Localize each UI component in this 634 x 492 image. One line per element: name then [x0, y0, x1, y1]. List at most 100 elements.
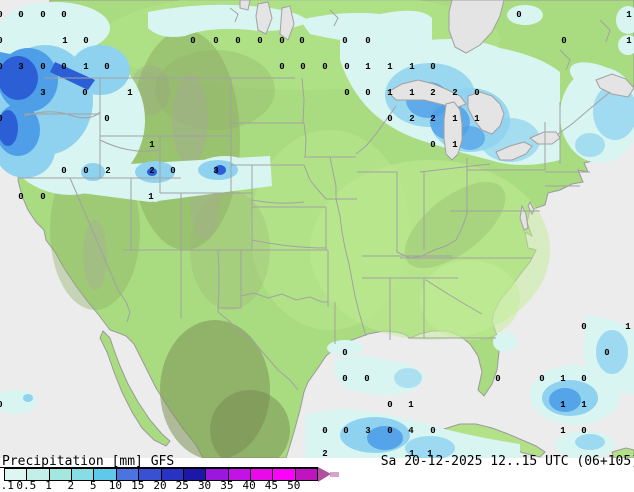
colorbar-arrow-tail	[330, 472, 339, 477]
precip-value: 0	[516, 10, 521, 20]
precip-value: 0	[61, 10, 66, 20]
precip-value: 1	[452, 114, 458, 124]
precip-value: 0	[430, 62, 435, 72]
colorbar-tick-2: 2	[67, 479, 75, 492]
lake-michigan	[443, 101, 463, 161]
precip-value: 0	[474, 88, 479, 98]
precip-value: 0	[561, 36, 566, 46]
precip-value: 0	[82, 88, 87, 98]
precip-value: 0	[0, 62, 3, 72]
precip-value: 0	[83, 166, 88, 176]
precip-value: 0	[61, 166, 66, 176]
precip-value: 3	[213, 166, 218, 176]
precip-value: 0	[322, 426, 327, 436]
precip-value: 0	[40, 10, 45, 20]
precip-value: 0	[387, 114, 392, 124]
precip-value: 0	[430, 140, 435, 150]
colorbar-tick-35: 35	[220, 479, 234, 492]
precip-value: 0	[257, 36, 262, 46]
baja-california	[99, 330, 171, 447]
precip-value: 1	[560, 426, 566, 436]
precip-value: 2	[430, 114, 435, 124]
precip-value: 1	[452, 140, 458, 150]
legend: Precipitation [mm] GFS 0.10.512510152025…	[0, 453, 634, 492]
colorbar-tick-20: 20	[153, 479, 167, 492]
hispaniola	[611, 447, 634, 458]
precip-value: 0	[495, 374, 500, 384]
precip-value: 0	[364, 374, 369, 384]
chesapeake-bay	[519, 200, 535, 231]
precip-value: 1	[83, 62, 89, 72]
colorbar-segment-13	[295, 469, 318, 480]
precip-value: 0	[581, 426, 586, 436]
precip-value: 1	[626, 10, 632, 20]
precip-value: 0	[61, 62, 66, 72]
forecast-datetime: Sa 20-12-2025 12..15 UTC (06+105)	[380, 454, 634, 469]
precip-value: 3	[40, 88, 45, 98]
colorbar-segment-9	[206, 469, 229, 480]
precip-value: 0	[0, 10, 3, 20]
precip-value: 0	[342, 348, 347, 358]
precip-value: 1	[625, 322, 631, 332]
precip-value: 1	[387, 62, 393, 72]
precip-value: 0	[344, 62, 349, 72]
precip-value: 0	[0, 36, 3, 46]
colorbar-tick-0.5: 0.5	[16, 479, 37, 492]
gulf-st-lawrence	[595, 73, 634, 98]
precip-value: 0	[322, 62, 327, 72]
precip-value: 0	[279, 62, 284, 72]
precip-value: 0	[40, 192, 45, 202]
precip-value: 1	[427, 449, 433, 458]
precip-value: 0	[0, 114, 3, 124]
precip-value: 0	[581, 322, 586, 332]
precip-value: 0	[213, 36, 218, 46]
precip-value: 2	[452, 88, 457, 98]
precip-value: 0	[343, 426, 348, 436]
precip-value: 1	[409, 88, 415, 98]
precip-value: 0	[104, 62, 109, 72]
colorbar-segment-12	[273, 469, 296, 480]
precip-value: 2	[409, 114, 414, 124]
precip-value: 0	[104, 114, 109, 124]
colorbar-arrow-icon	[318, 467, 331, 482]
lake-huron	[467, 91, 505, 135]
colorbar-tick-30: 30	[197, 479, 212, 492]
colorbar-tick-25: 25	[175, 479, 189, 492]
colorbar-segment-8	[183, 469, 207, 480]
precip-value: 1	[387, 88, 393, 98]
colorbar-tick-5: 5	[89, 479, 97, 492]
colorbar-segment-5	[116, 469, 140, 480]
precip-value: 0	[581, 374, 586, 384]
colorbar-segment-4	[94, 469, 117, 480]
precip-value: 0	[190, 36, 195, 46]
precip-value: 0	[300, 62, 305, 72]
precip-value: 0	[604, 348, 609, 358]
colorbar-tick-0.1: 0.1	[0, 479, 14, 492]
legend-title: Precipitation [mm] GFS	[2, 454, 175, 469]
lake-superior	[387, 79, 467, 109]
colorbar-segment-7	[161, 469, 184, 480]
precip-value: 1	[408, 400, 414, 410]
precip-value: 1	[365, 62, 371, 72]
precip-value: 1	[474, 114, 480, 124]
precip-value: 1	[560, 400, 566, 410]
precip-value: 0	[40, 62, 45, 72]
colorbar-tick-15: 15	[131, 479, 145, 492]
lake-erie	[495, 141, 533, 161]
precip-value: 2	[430, 88, 435, 98]
colorbar	[4, 468, 318, 481]
legend-topline	[0, 467, 318, 468]
precip-value: 0	[430, 426, 435, 436]
precip-value: 0	[235, 36, 240, 46]
precip-value: 1	[149, 140, 155, 150]
precip-value: 0	[18, 192, 23, 202]
precip-value: 3	[18, 62, 23, 72]
rivers	[23, 7, 611, 313]
precip-value: 0	[299, 36, 304, 46]
precip-value-layer: 0 0 0 0 0 1 0 1 0 0 0 0 0 0 0 0 0 0 1 0 3 0 0 1 0 0 0 0 0 1 1 1 0 3 0 1 0 0 1 1…	[0, 10, 632, 458]
precip-dark-layer	[0, 56, 226, 176]
map-svg: 0 0 0 0 0 1 0 1 0 0 0 0 0 0 0 0 0 0 1 0 3 0 0 1 0 0 0 0 0 1 1 1 0 3 0 1 0 0 1 1…	[0, 0, 634, 458]
colorbar-segment-0	[5, 469, 28, 480]
